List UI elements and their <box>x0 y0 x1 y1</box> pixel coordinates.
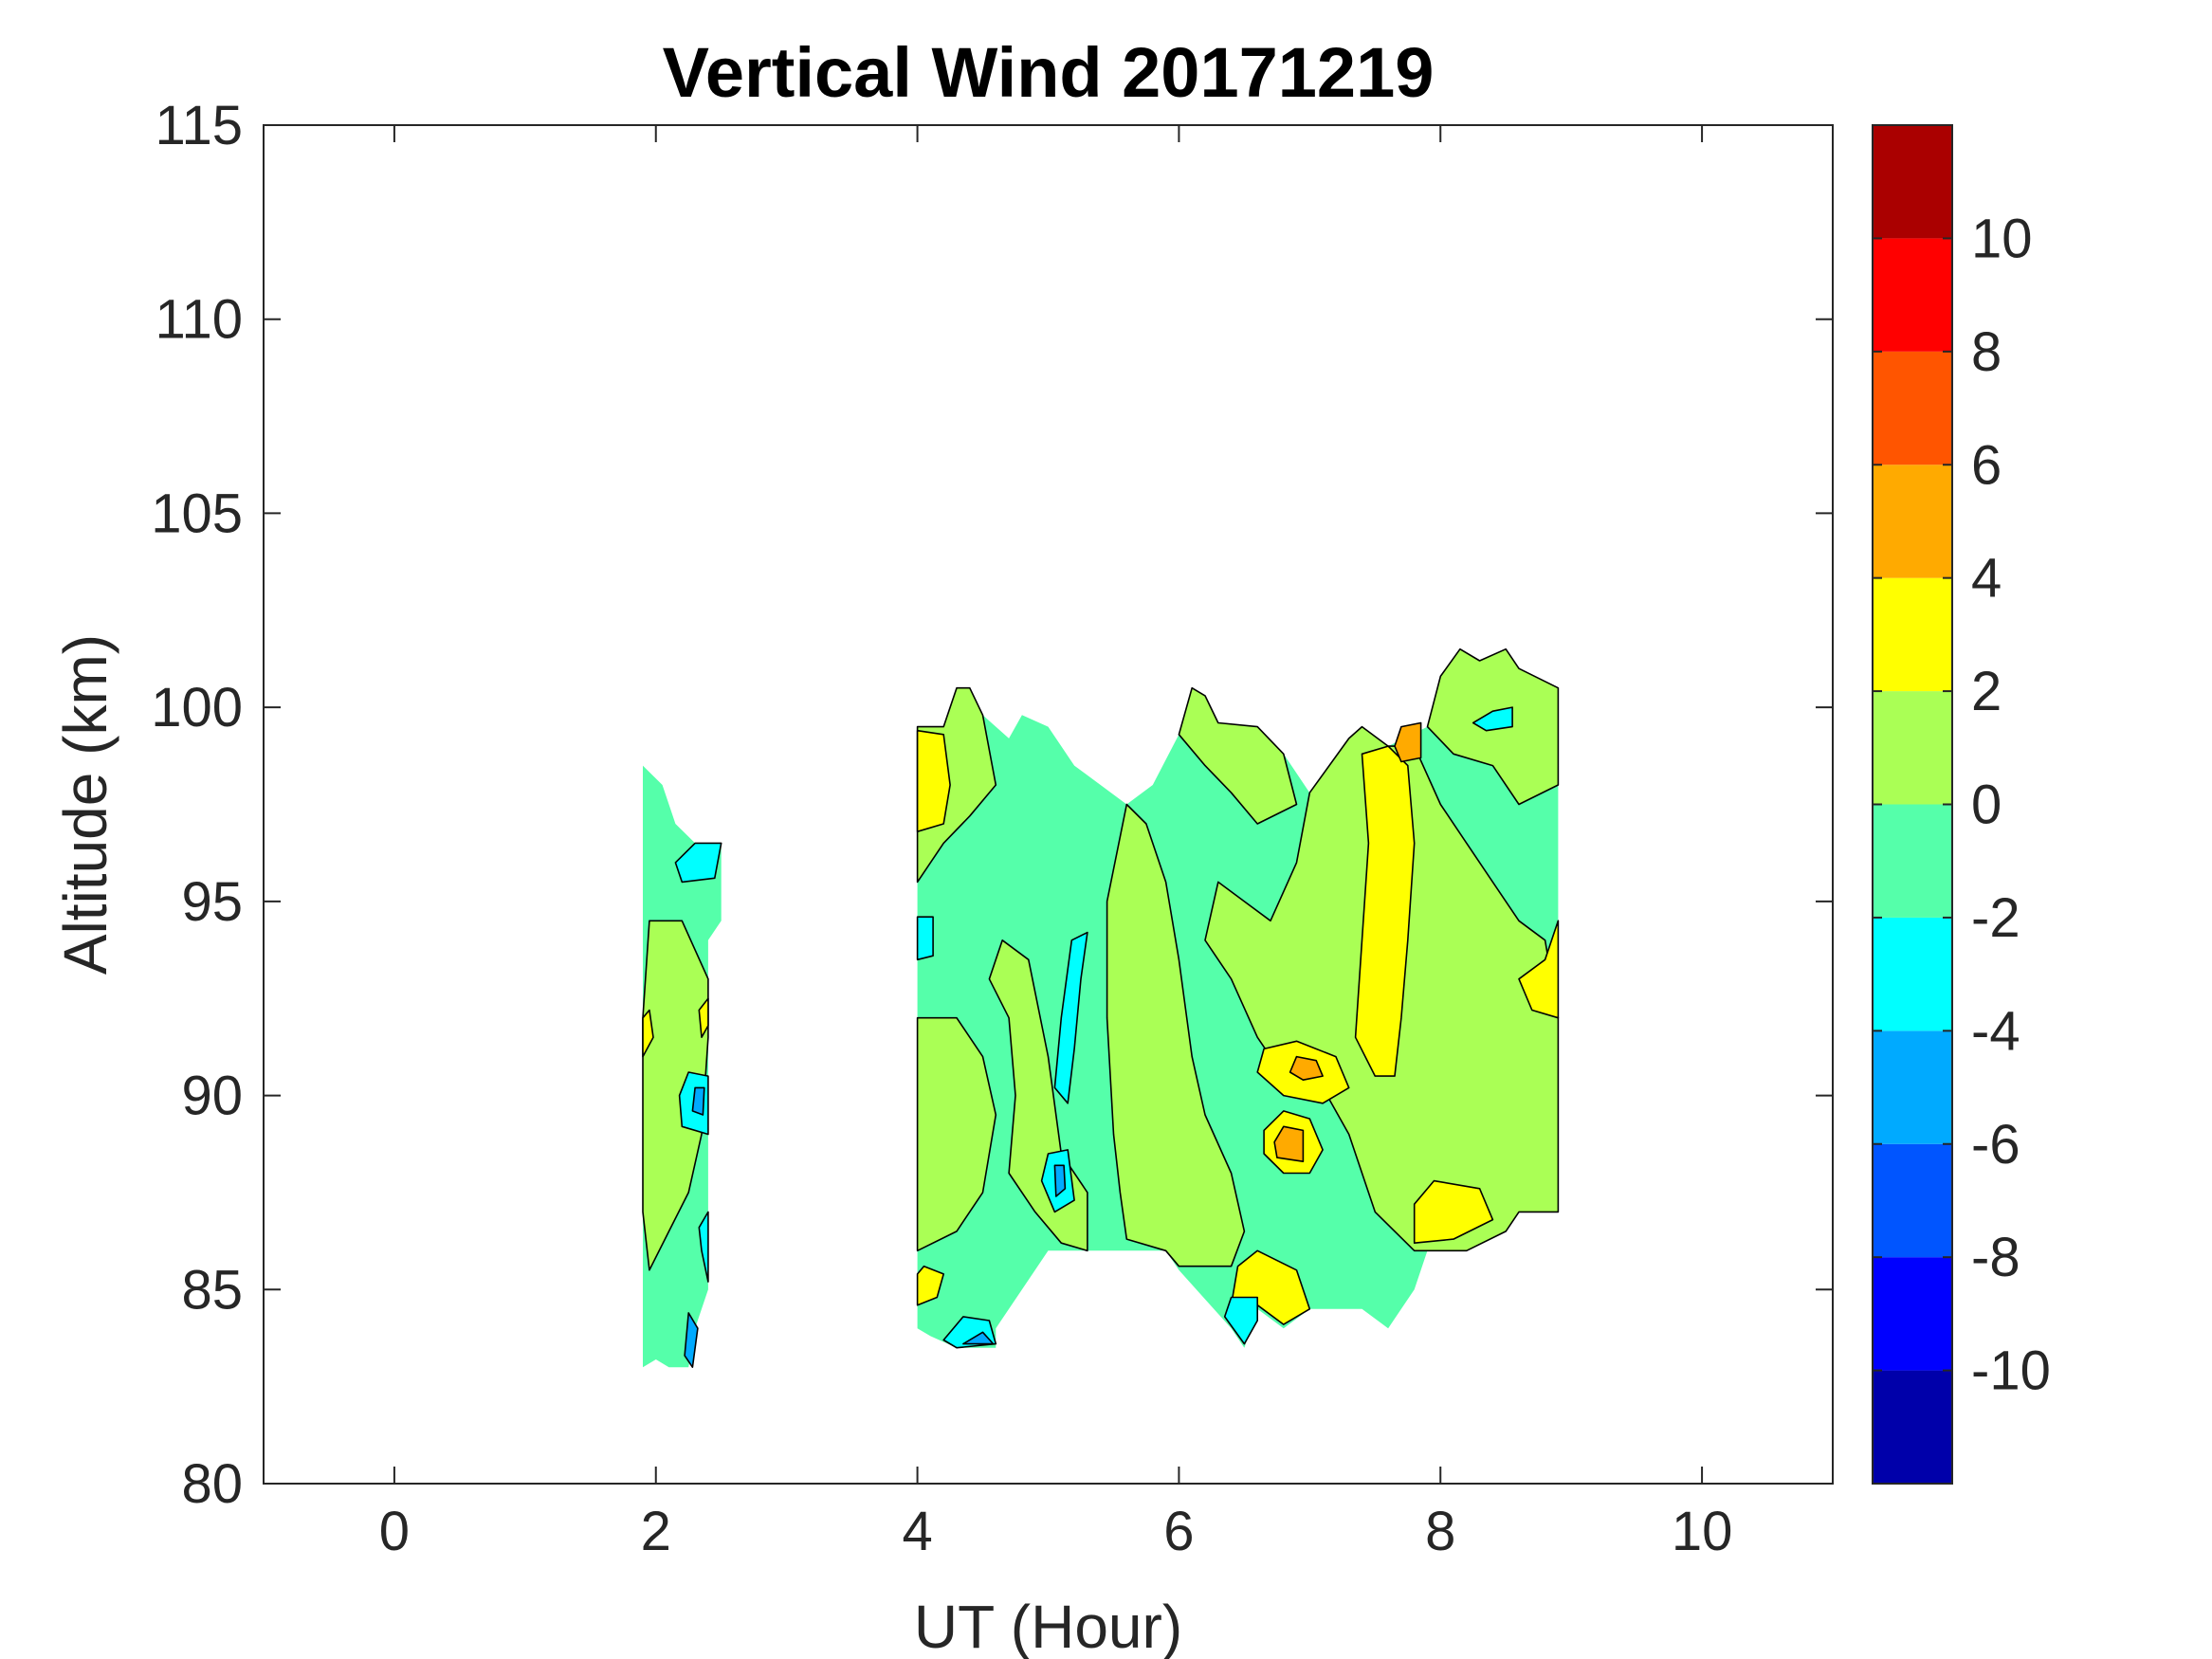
colorbar-band <box>1873 238 1952 352</box>
colorbar-tick-label: 2 <box>1971 661 2002 722</box>
colorbar-tick-label: 10 <box>1971 208 2033 269</box>
chart-title: Vertical Wind 20171219 <box>663 33 1435 112</box>
y-tick-label: 115 <box>155 95 243 156</box>
segment-1-contour-patch-7 <box>684 1312 699 1368</box>
colorbar-band <box>1873 917 1952 1031</box>
segment-1-contour-patch-1 <box>642 920 709 1271</box>
x-tick-label: 2 <box>641 1501 671 1562</box>
colorbar-tick-label: 0 <box>1971 775 2002 836</box>
segment-1-contour-patch-3 <box>698 997 709 1038</box>
colorbar-band <box>1873 1030 1952 1144</box>
segment-2-contour-patch-13 <box>1518 920 1560 1019</box>
segment-2-contour-patch-6 <box>1178 686 1298 825</box>
colorbar-tick-label: 4 <box>1971 548 2002 610</box>
segment-2-contour-patch-18 <box>1394 721 1422 763</box>
segment-2-contour-patch-23 <box>916 916 934 961</box>
x-tick-label: 0 <box>379 1501 410 1562</box>
segment-2-contour-patch-19 <box>1223 1296 1258 1345</box>
x-tick-label: 6 <box>1163 1501 1194 1562</box>
segment-2-contour-patch-12 <box>1413 1179 1494 1244</box>
segment-1-contour-patch-2 <box>642 1009 654 1058</box>
segment-2-contour-patch-4 <box>1106 803 1246 1267</box>
segment-2-contour-patch-2 <box>916 1016 997 1252</box>
colorbar-tick-label: 8 <box>1971 321 2002 383</box>
contour-fill-layer <box>642 647 1560 1368</box>
colorbar-tick-label: -4 <box>1971 1000 2020 1062</box>
colorbar-band <box>1873 1143 1952 1258</box>
colorbar-tick-label: -8 <box>1971 1227 2020 1288</box>
colorbar-tick-label: -6 <box>1971 1114 2020 1176</box>
colorbar-band <box>1873 691 1952 805</box>
y-tick-label: 80 <box>181 1453 243 1515</box>
y-tick-label: 110 <box>155 289 243 351</box>
segment-2-contour-patch-24 <box>1472 706 1513 732</box>
x-tick-label: 4 <box>902 1501 932 1562</box>
segment-1-contour-patch-8 <box>698 1211 709 1283</box>
segment-2-contour-patch-15 <box>916 1265 945 1306</box>
x-tick-label: 10 <box>1672 1501 1733 1562</box>
colorbar: -10 -8 -6 -4 -2 0 2 4 6 8 10 <box>1872 124 2051 1485</box>
colorbar-band <box>1873 351 1952 465</box>
colorbar-band <box>1873 1257 1952 1371</box>
colorbar-band <box>1873 465 1952 578</box>
segment-2-contour-patch-17 <box>1273 1125 1305 1162</box>
segment-2-contour-patch-25 <box>962 1331 995 1345</box>
segment-2-contour-patch-9 <box>916 729 951 833</box>
plot-frame <box>263 124 1834 1485</box>
x-tick-label: 8 <box>1425 1501 1455 1562</box>
colorbar-tick-label: 6 <box>1971 434 2002 496</box>
y-tick-label: 95 <box>181 871 243 933</box>
segment-2-contour-patch-16 <box>1289 1055 1324 1081</box>
segment-2-contour-patch-26 <box>1053 1164 1067 1197</box>
colorbar-band <box>1873 804 1952 918</box>
axis-ticks: 0 2 4 6 8 10 80 85 90 95 100 105 110 115 <box>151 95 1833 1562</box>
segment-1-contour-patch-5 <box>691 1086 705 1116</box>
colorbar-tick-label: -10 <box>1971 1340 2051 1402</box>
y-tick-label: 105 <box>151 483 243 544</box>
segment-2-contour-patch-21 <box>1053 931 1088 1104</box>
colorbar-band <box>1873 1370 1952 1484</box>
colorbar-band <box>1873 125 1952 239</box>
y-tick-label: 85 <box>181 1259 243 1321</box>
x-axis-title: UT (Hour) <box>914 1593 1182 1659</box>
y-axis-title: Altitude (km) <box>51 634 119 975</box>
colorbar-tick-label: -2 <box>1971 887 2020 949</box>
y-tick-label: 100 <box>151 677 243 738</box>
segment-2-contour-patch-14 <box>1230 1249 1311 1325</box>
y-tick-label: 90 <box>181 1066 243 1127</box>
segment-1-contour-patch-6 <box>674 842 722 884</box>
colorbar-band <box>1873 577 1952 692</box>
segment-2-contour-patch-8 <box>1354 745 1416 1077</box>
